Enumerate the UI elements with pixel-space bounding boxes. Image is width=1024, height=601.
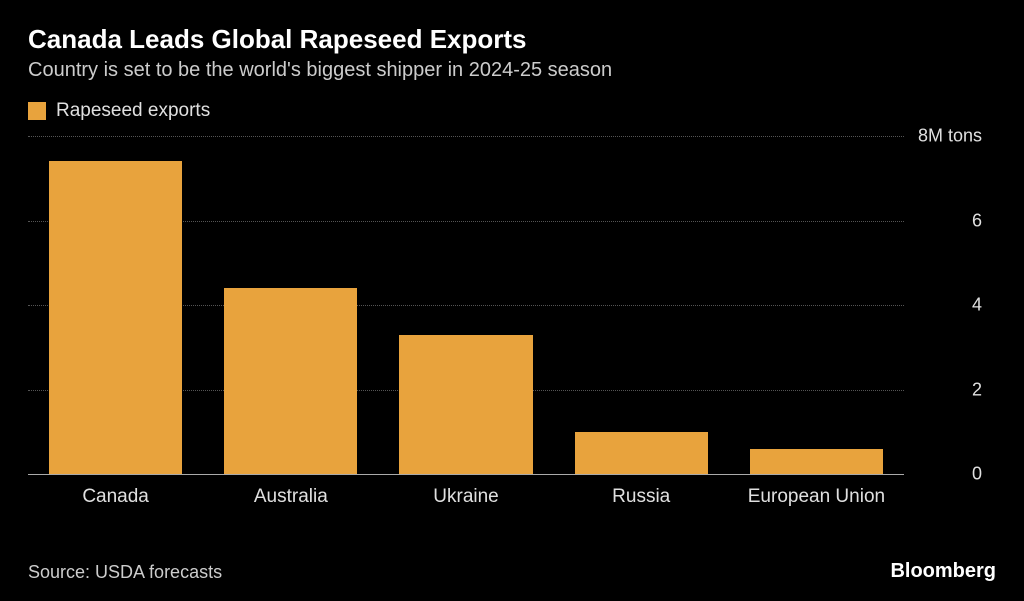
- x-tick-label: Canada: [28, 486, 203, 508]
- y-tick-label: 0: [912, 464, 982, 485]
- source-text: Source: USDA forecasts: [28, 562, 222, 583]
- bar-slot: [203, 136, 378, 474]
- x-tick-label: European Union: [729, 486, 904, 508]
- chart-subtitle: Country is set to be the world's biggest…: [28, 59, 996, 82]
- y-tick-label: 2: [912, 379, 982, 400]
- chart-legend: Rapeseed exports: [28, 100, 996, 122]
- bar: [750, 449, 883, 474]
- bar-slot: [378, 136, 553, 474]
- baseline: [28, 474, 904, 475]
- brand-text: Bloomberg: [890, 560, 996, 583]
- bar: [224, 288, 357, 474]
- bars-row: [28, 136, 904, 474]
- legend-label: Rapeseed exports: [56, 100, 210, 122]
- x-tick-label: Australia: [203, 486, 378, 508]
- plot-area: 02468M tons: [28, 136, 904, 474]
- legend-swatch: [28, 102, 46, 120]
- bar-slot: [554, 136, 729, 474]
- bar-slot: [729, 136, 904, 474]
- y-tick-label: 4: [912, 295, 982, 316]
- chart-container: Canada Leads Global Rapeseed Exports Cou…: [0, 0, 1024, 601]
- x-axis-labels: CanadaAustraliaUkraineRussiaEuropean Uni…: [28, 486, 904, 508]
- bar: [49, 161, 182, 474]
- chart-footer: Source: USDA forecasts Bloomberg: [28, 560, 996, 583]
- y-tick-label: 8M tons: [912, 126, 982, 147]
- bar-slot: [28, 136, 203, 474]
- bar: [575, 432, 708, 474]
- bar: [399, 335, 532, 474]
- y-tick-label: 6: [912, 210, 982, 231]
- chart-title: Canada Leads Global Rapeseed Exports: [28, 24, 996, 55]
- x-tick-label: Russia: [554, 486, 729, 508]
- x-tick-label: Ukraine: [378, 486, 553, 508]
